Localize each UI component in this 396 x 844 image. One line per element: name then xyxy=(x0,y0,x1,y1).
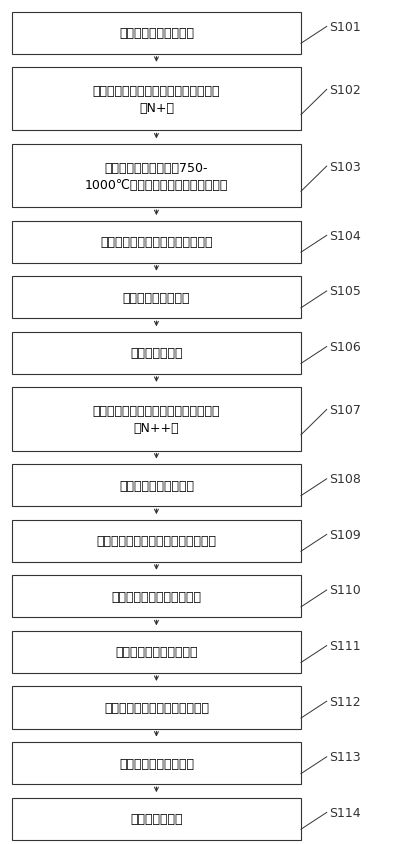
Text: 将硅片高温烧结: 将硅片高温烧结 xyxy=(130,812,183,825)
Bar xyxy=(12,464,301,506)
Bar xyxy=(12,576,301,618)
Bar xyxy=(12,631,301,674)
Text: 在硅片的背面进行烧结，形成背电场: 在硅片的背面进行烧结，形成背电场 xyxy=(96,534,217,548)
Bar xyxy=(12,221,301,263)
Text: S104: S104 xyxy=(329,230,360,242)
Text: S102: S102 xyxy=(329,84,360,97)
Bar xyxy=(12,687,301,728)
Text: S111: S111 xyxy=(329,640,360,652)
Text: S103: S103 xyxy=(329,160,360,173)
Text: S108: S108 xyxy=(329,473,360,486)
Text: S110: S110 xyxy=(329,584,360,597)
Text: S112: S112 xyxy=(329,695,360,708)
Bar xyxy=(12,742,301,784)
Text: S114: S114 xyxy=(329,806,360,819)
Bar xyxy=(12,13,301,55)
Bar xyxy=(12,68,301,132)
Text: 在硅片的正面蒸镀双层减反射层: 在硅片的正面蒸镀双层减反射层 xyxy=(104,701,209,714)
Text: 将硅片用碱性溶液制绒: 将硅片用碱性溶液制绒 xyxy=(119,27,194,41)
Bar xyxy=(12,145,301,208)
Text: S109: S109 xyxy=(329,528,360,541)
Bar xyxy=(12,277,301,319)
Bar xyxy=(12,798,301,840)
Text: 对槽孔使用三氯氧磷进行浓磷扩散，形
成N++层: 对槽孔使用三氯氧磷进行浓磷扩散，形 成N++层 xyxy=(93,404,220,435)
Text: 在硅片上使用激光开槽，得到槽孔: 在硅片上使用激光开槽，得到槽孔 xyxy=(100,235,213,249)
Text: S106: S106 xyxy=(329,341,360,354)
Bar xyxy=(12,520,301,562)
Text: 对槽孔进行刻蚀处理: 对槽孔进行刻蚀处理 xyxy=(123,291,190,305)
Text: 对硅片进行酸刻蚀去边: 对硅片进行酸刻蚀去边 xyxy=(119,757,194,770)
Text: S105: S105 xyxy=(329,285,360,298)
Bar xyxy=(12,388,301,451)
Text: S113: S113 xyxy=(329,750,360,763)
Text: S107: S107 xyxy=(329,403,360,417)
Text: 对硅片使用三氯氧磷进行淡磷扩散，形
成N+层: 对硅片使用三氯氧磷进行淡磷扩散，形 成N+层 xyxy=(93,84,220,115)
Bar xyxy=(12,333,301,375)
Text: 在硅片的背面蒸镀铝膜: 在硅片的背面蒸镀铝膜 xyxy=(119,479,194,492)
Text: S101: S101 xyxy=(329,21,360,34)
Text: 在硅片的背面制作背电极: 在硅片的背面制作背电极 xyxy=(115,646,198,658)
Text: 对槽孔进行清洗: 对槽孔进行清洗 xyxy=(130,347,183,360)
Text: 在槽孔内通过化学镀银埋栅: 在槽孔内通过化学镀银埋栅 xyxy=(111,590,202,603)
Text: 使用氧气，在反应温度750-
1000℃的条件下生成热氧化钝化薄膜: 使用氧气，在反应温度750- 1000℃的条件下生成热氧化钝化薄膜 xyxy=(85,161,228,192)
